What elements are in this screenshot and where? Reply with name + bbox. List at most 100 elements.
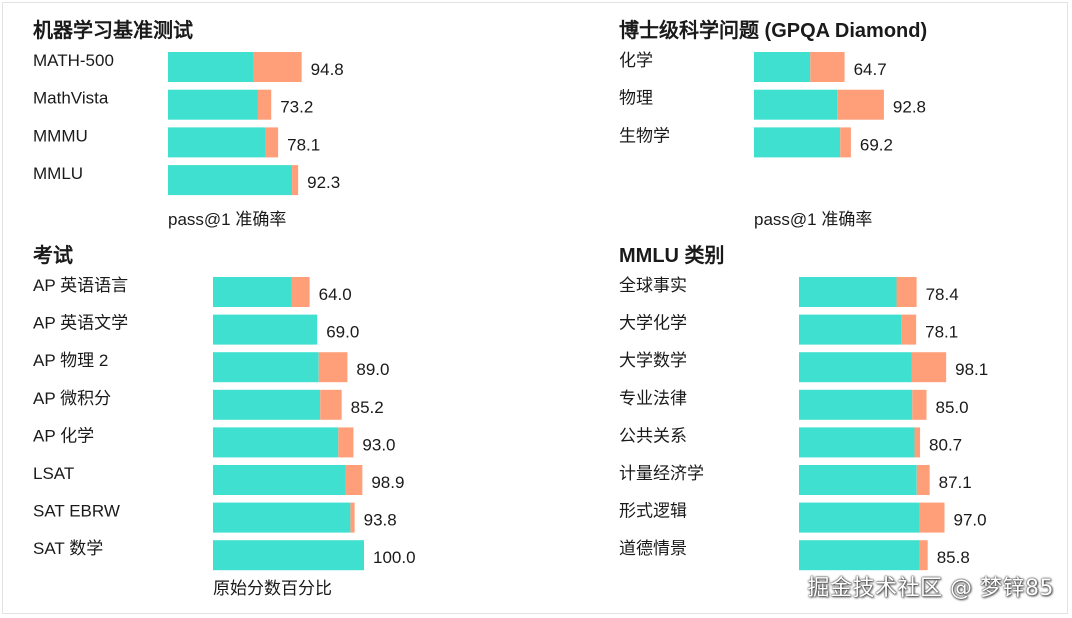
chart-title: 机器学习基准测试 (33, 18, 193, 42)
category-label: AP 英语文学 (33, 314, 128, 333)
data-label: 73.2 (280, 98, 313, 117)
bar-base (799, 314, 902, 345)
bar-gain (350, 502, 355, 533)
bar-gain (837, 89, 884, 120)
bar-gain (338, 427, 354, 458)
category-label: AP 英语语言 (33, 276, 128, 295)
data-label: 92.3 (307, 173, 340, 192)
bar-base (213, 314, 318, 345)
bar-base (168, 89, 258, 120)
bar-base (213, 465, 346, 495)
category-label: MMMU (33, 126, 88, 145)
bar-base (213, 277, 292, 307)
data-label: 85.0 (936, 398, 969, 417)
bar-base (799, 277, 897, 307)
data-label: 69.0 (326, 323, 359, 342)
chart-title: 博士级科学问题 (GPQA Diamond) (619, 18, 927, 42)
category-label: MMLU (33, 164, 83, 183)
data-label: 78.1 (925, 323, 958, 342)
bar-gain (292, 165, 299, 196)
data-label: 98.9 (371, 473, 404, 492)
bar-base (168, 127, 266, 158)
data-label: 98.1 (955, 360, 988, 379)
category-label: 公共关系 (619, 426, 687, 445)
axis-label: pass@1 准确率 (168, 210, 286, 229)
bar-gain (320, 389, 342, 420)
data-label: 78.4 (926, 285, 959, 304)
data-label: 97.0 (954, 511, 987, 530)
bar-gain (810, 52, 845, 82)
bar-base (168, 52, 254, 82)
data-label: 100.0 (373, 548, 416, 567)
data-label: 93.8 (364, 511, 397, 530)
data-label: 94.8 (311, 60, 344, 79)
data-label: 93.0 (362, 435, 395, 454)
bar-base (799, 389, 913, 420)
data-label: 92.8 (893, 98, 926, 117)
category-label: 化学 (619, 51, 653, 70)
chart-title: 考试 (33, 243, 73, 267)
data-label: 80.7 (929, 435, 962, 454)
bar-base (754, 52, 811, 82)
bar-gain (265, 127, 279, 158)
bar-gain (911, 352, 947, 383)
bar-gain (901, 314, 917, 345)
category-label: LSAT (33, 464, 74, 483)
bar-base (213, 540, 364, 571)
data-label: 85.2 (351, 398, 384, 417)
category-label: 形式逻辑 (619, 502, 687, 521)
category-label: SAT 数学 (33, 539, 103, 558)
axis-label: pass@1 准确率 (754, 210, 872, 229)
chart-title: MMLU 类别 (619, 244, 725, 267)
bar-base (213, 427, 339, 458)
bar-base (799, 540, 919, 571)
data-label: 69.2 (860, 135, 893, 154)
bar-gain (257, 89, 272, 120)
category-label: MathVista (33, 89, 109, 108)
data-label: 78.1 (287, 135, 320, 154)
watermark-text: 掘金技术社区 @ 梦锌85 (807, 576, 1054, 601)
bar-base (799, 502, 919, 533)
bar-base (213, 352, 319, 383)
bar-base (799, 427, 915, 458)
bar-base (799, 465, 917, 495)
bar-base (213, 502, 351, 533)
data-label: 64.0 (319, 285, 352, 304)
category-label: AP 物理 2 (33, 351, 108, 370)
data-label: 89.0 (356, 360, 389, 379)
category-label: 大学化学 (619, 314, 687, 333)
category-label: MATH-500 (33, 51, 114, 70)
data-label: 85.8 (937, 548, 970, 567)
category-label: 道德情景 (619, 539, 687, 558)
bar-gain (345, 465, 363, 495)
bar-gain (919, 502, 945, 533)
data-label: 64.7 (854, 60, 887, 79)
category-label: 物理 (619, 89, 653, 108)
bar-gain (914, 427, 921, 458)
bar-base (213, 389, 321, 420)
category-label: SAT EBRW (33, 502, 120, 521)
category-label: 专业法律 (619, 389, 687, 408)
bar-gain (896, 277, 917, 307)
bar-gain (318, 352, 348, 383)
data-label: 87.1 (939, 473, 972, 492)
bar-gain (253, 52, 302, 82)
category-label: 生物学 (619, 126, 670, 145)
bar-gain (916, 465, 930, 495)
bar-base (799, 352, 912, 383)
bar-base (754, 127, 841, 158)
bar-gain (919, 540, 928, 571)
category-label: 计量经济学 (619, 464, 704, 483)
bar-base (168, 165, 293, 196)
category-label: AP 微积分 (33, 389, 111, 408)
bar-gain (912, 389, 927, 420)
bar-base (754, 89, 838, 120)
category-label: 大学数学 (619, 351, 687, 370)
category-label: 全球事实 (619, 276, 687, 295)
bar-gain (291, 277, 310, 307)
category-label: AP 化学 (33, 426, 94, 445)
bar-gain (840, 127, 851, 158)
axis-label: 原始分数百分比 (213, 579, 332, 598)
